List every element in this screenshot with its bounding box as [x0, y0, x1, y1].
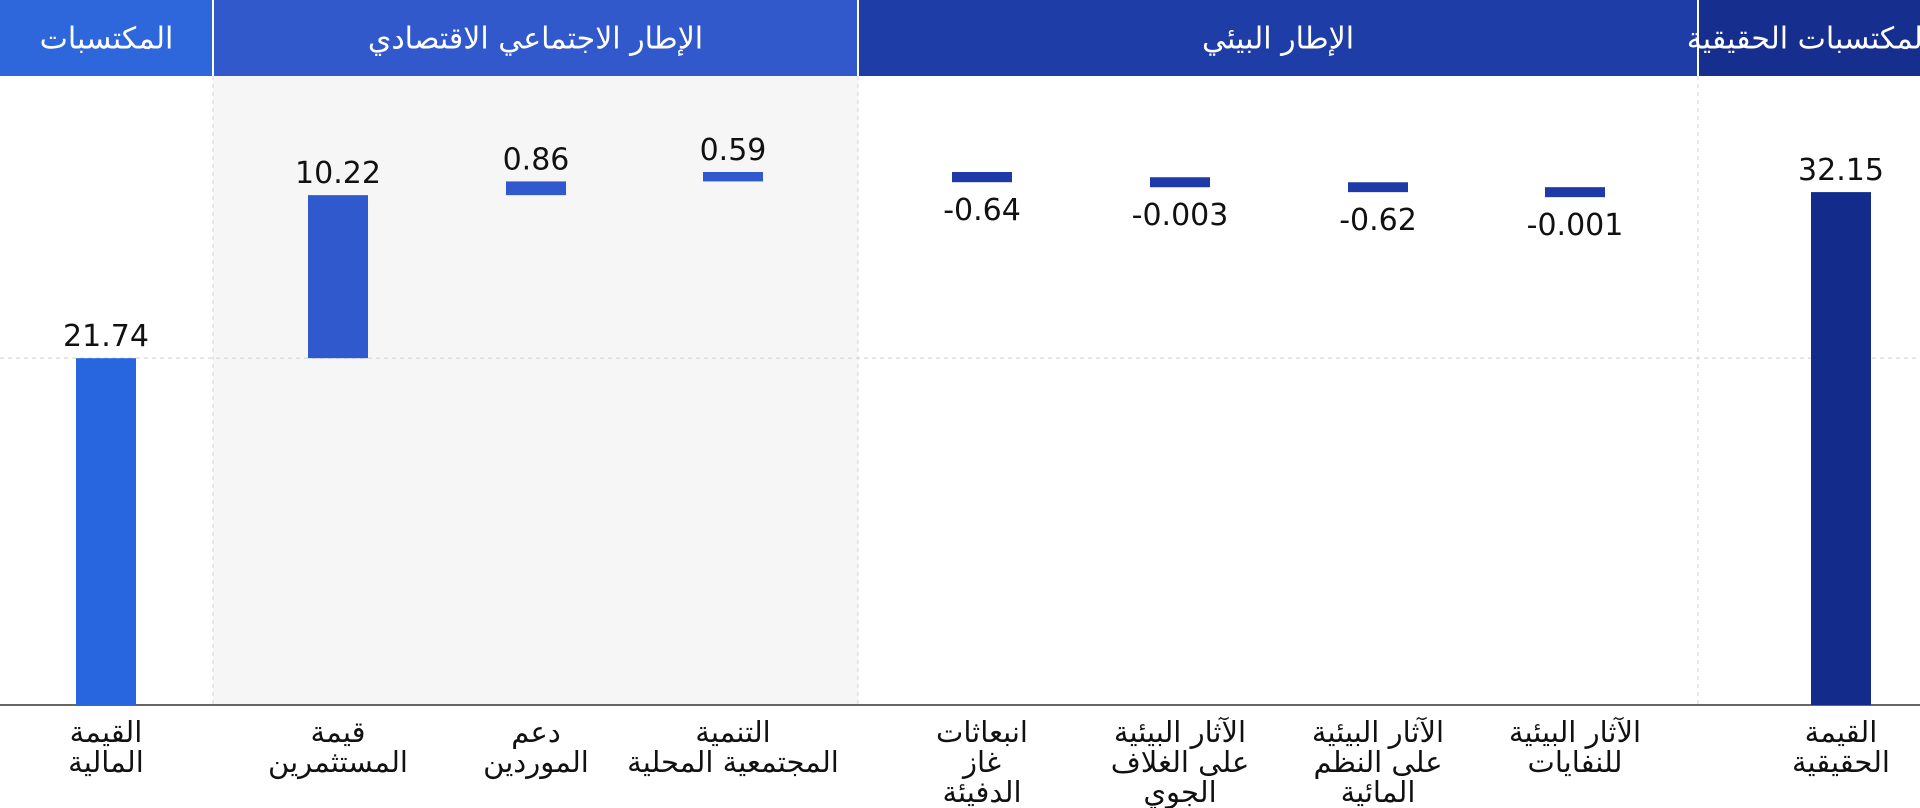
value-label-0: 21.74 — [63, 319, 149, 354]
group-header-1 — [213, 0, 858, 76]
category-label-1: قيمة المستثمرين — [268, 715, 408, 779]
bars-layer — [76, 172, 1871, 705]
bar-3 — [703, 172, 763, 182]
bar-7 — [1545, 187, 1605, 198]
value-label-4: -0.64 — [943, 193, 1021, 228]
category-label-6: الآثار البيئية على النظم المائية — [1312, 715, 1444, 808]
category-labels-layer: القيمة المالية قيمة المستثمرين دعم الموردين ال… — [68, 715, 1890, 808]
value-label-8: 32.15 — [1798, 153, 1884, 188]
bar-8 — [1811, 192, 1871, 705]
category-label-5: الآثار البيئية على الغلاف الجوي — [1111, 715, 1250, 808]
category-label-3: التنمية المجتمعية المحلية — [627, 715, 839, 779]
group-header-bar: المكتسبات الإطار الاجتماعي الاقتصادي الإطا… — [0, 0, 1920, 76]
value-label-3: 0.59 — [700, 133, 767, 168]
bar-1 — [308, 195, 368, 359]
value-label-5: -0.003 — [1132, 198, 1229, 233]
category-label-7: الآثار البيئية للنفايات — [1509, 715, 1641, 779]
group-header-label-3: المكتسبات الحقيقية — [1687, 22, 1920, 57]
category-label-0: القيمة المالية — [68, 715, 144, 779]
bar-2 — [506, 181, 566, 196]
value-label-1: 10.22 — [295, 156, 381, 191]
bar-6 — [1348, 182, 1408, 193]
value-labels-layer: 21.74 10.22 0.86 0.59 -0.64 -0.003 -0.62 -0.001… — [63, 133, 1884, 354]
category-label-2: دعم الموردين — [483, 715, 589, 779]
value-label-6: -0.62 — [1339, 203, 1417, 238]
bar-5 — [1150, 177, 1210, 188]
category-label-4: انبعاثات غاز الدفيئة — [936, 715, 1028, 808]
value-label-7: -0.001 — [1527, 208, 1624, 243]
group-header-2 — [858, 0, 1698, 76]
value-label-2: 0.86 — [503, 142, 570, 177]
category-label-8: القيمة الحقيقية — [1792, 715, 1890, 779]
bar-4 — [952, 172, 1012, 183]
group-header-3 — [1698, 0, 1920, 76]
group-header-label-1: الإطار الاجتماعي الاقتصادي — [368, 22, 703, 57]
group-header-0 — [0, 0, 213, 76]
bar-0 — [76, 358, 136, 705]
group-header-label-2: الإطار البيئي — [1202, 22, 1354, 57]
group-header-label-0: المكتسبات — [40, 22, 174, 57]
